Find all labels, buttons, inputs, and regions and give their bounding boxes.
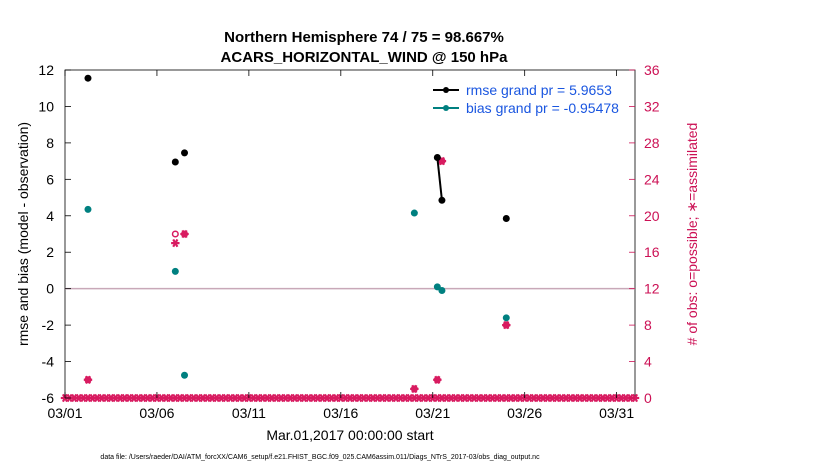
obs-assimilated-marker: [171, 238, 180, 248]
x-tick-label: 03/16: [323, 405, 358, 421]
x-tick-label: 03/21: [415, 405, 450, 421]
obs-assimilated-marker: [433, 375, 442, 384]
y-axis-ticks: -6 -4 -2 0 2 4 6 8 10 12: [38, 62, 71, 406]
legend-rmse-marker: [443, 87, 449, 93]
obs-possible-marker: [171, 230, 179, 238]
x-tick-label: 03/31: [599, 405, 634, 421]
y2-tick-label: 20: [644, 208, 660, 224]
chart-title-line2: ACARS_HORIZONTAL_WIND @ 150 hPa: [221, 49, 509, 66]
x-axis-ticks: 03/01 03/06 03/11 03/16 03/21 03/26 03/31: [47, 70, 634, 421]
y2-tick-label: 4: [644, 354, 652, 370]
y2-tick-label: 0: [644, 390, 652, 406]
rmse-point: [438, 196, 446, 204]
y-tick-label: 10: [38, 98, 54, 114]
obs-assimilated-marker: [83, 375, 93, 384]
y-tick-label: 0: [46, 281, 54, 297]
y2-axis-ticks: 0 4 8 12 16 20 24 28 32 36: [629, 62, 660, 406]
y-axis-label: rmse and bias (model - observation): [15, 122, 31, 346]
bias-point: [171, 267, 179, 275]
rmse-point: [171, 158, 179, 166]
y2-tick-label: 12: [644, 281, 660, 297]
plot-frame: [64, 69, 636, 399]
x-tick-label: 03/26: [507, 405, 542, 421]
y2-tick-label: 24: [644, 171, 660, 187]
y-tick-label: 12: [38, 62, 54, 78]
y-tick-label: -6: [42, 390, 55, 406]
obs-assimilated-marker: [502, 320, 511, 330]
rmse-point: [502, 215, 510, 223]
bias-point: [502, 314, 510, 322]
legend-rmse-label: rmse grand pr = 5.9653: [466, 82, 612, 98]
bias-point: [181, 371, 189, 379]
y-tick-label: 4: [46, 208, 54, 224]
x-axis-label: Mar.01,2017 00:00:00 start: [266, 427, 433, 443]
footer-data-file: data file: /Users/raeder/DAI/ATM_forcXX/…: [100, 454, 540, 461]
rmse-point: [181, 149, 189, 157]
y2-tick-label: 36: [644, 62, 660, 78]
rmse-segment: [436, 157, 443, 201]
rmse-point: [433, 153, 441, 161]
y2-tick-label: 32: [644, 98, 660, 114]
y-tick-label: 8: [46, 135, 54, 151]
y-tick-label: -4: [42, 354, 55, 370]
x-tick-label: 03/01: [47, 405, 82, 421]
obs-count-series: [60, 156, 640, 403]
rmse-point: [84, 74, 92, 82]
bias-point: [438, 286, 446, 294]
chart-title-line1: Northern Hemisphere 74 / 75 = 98.667%: [224, 29, 504, 46]
obs-assimilated-marker: [410, 384, 419, 394]
bias-series: [84, 205, 510, 379]
y2-axis-label: # of obs: o=possible; ∗=assimilated: [684, 123, 700, 346]
bias-point: [84, 205, 92, 213]
rmse-series: [84, 74, 510, 223]
legend-bias-label: bias grand pr = -0.95478: [466, 100, 619, 116]
y-tick-label: 6: [46, 171, 54, 187]
y2-tick-label: 8: [644, 317, 652, 333]
obs-assimilated-marker: [180, 229, 189, 239]
y2-tick-label: 28: [644, 135, 660, 151]
legend: rmse grand pr = 5.9653 bias grand pr = -…: [433, 82, 619, 116]
y-tick-label: 2: [46, 244, 54, 260]
y-tick-label: -2: [42, 317, 55, 333]
legend-bias-marker: [443, 105, 449, 111]
y2-tick-label: 16: [644, 244, 660, 260]
x-tick-label: 03/06: [139, 405, 174, 421]
x-tick-label: 03/11: [232, 405, 266, 421]
bias-point: [410, 209, 418, 217]
